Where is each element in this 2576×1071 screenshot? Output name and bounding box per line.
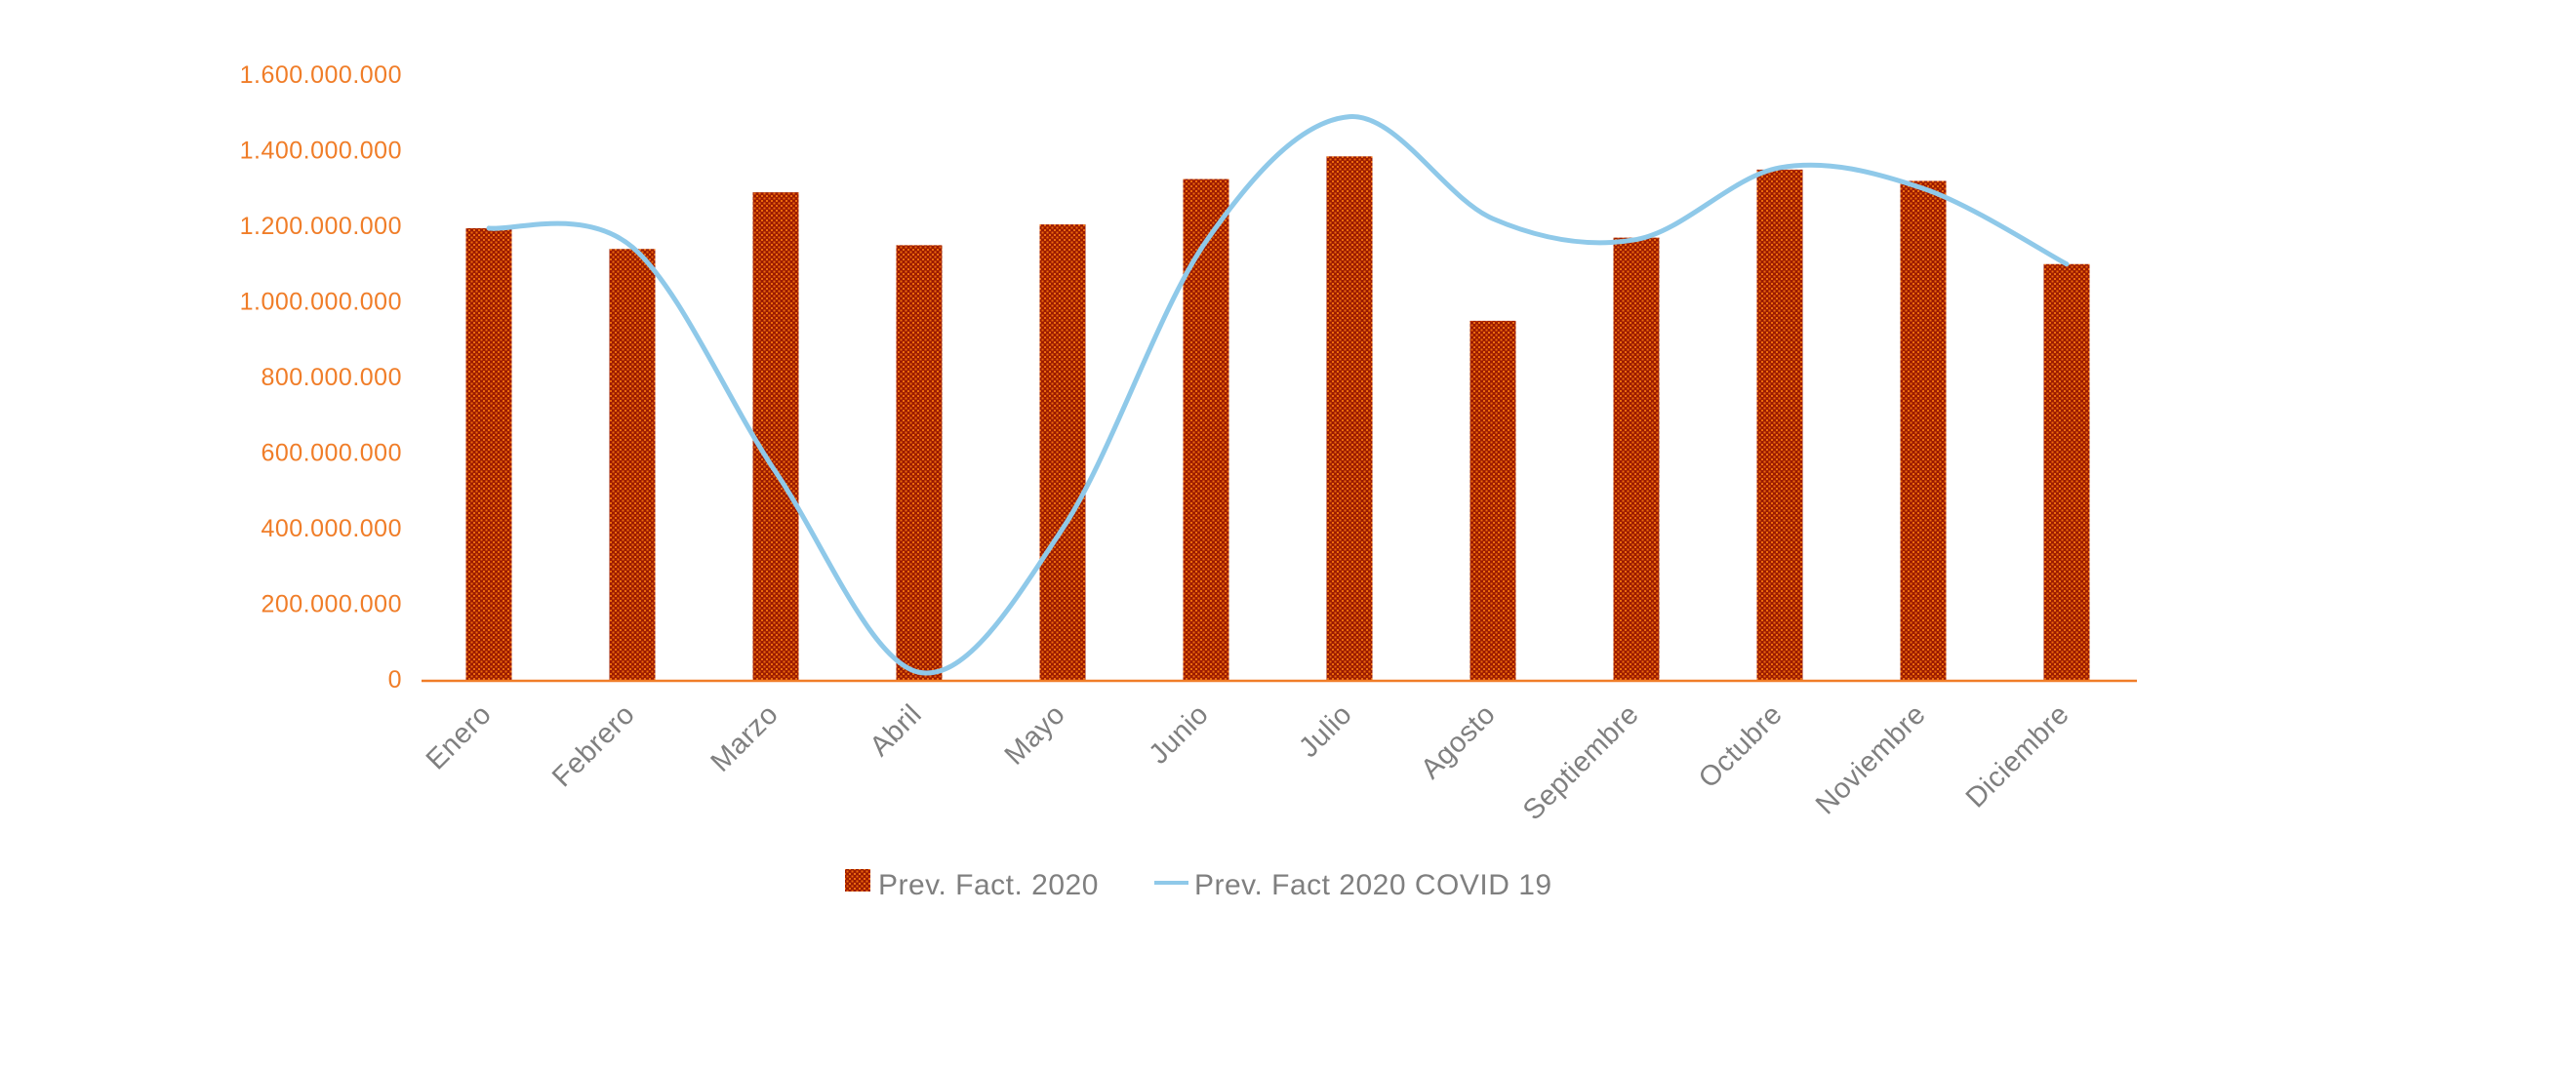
x-label-enero: Enero — [421, 698, 498, 775]
y-tick-label: 400.000.000 — [261, 515, 402, 542]
legend-bar-label[interactable]: Prev. Fact. 2020 — [878, 869, 1099, 901]
bar-septiembre[interactable] — [1613, 237, 1660, 681]
legend: Prev. Fact. 2020 Prev. Fact 2020 COVID 1… — [845, 869, 1552, 901]
x-label-julio: Julio — [1293, 698, 1358, 764]
x-label-febrero: Febrero — [546, 698, 641, 793]
bar-mayo[interactable] — [1039, 224, 1086, 681]
y-tick-label: 1.000.000.000 — [240, 289, 402, 316]
y-tick-label: 1.200.000.000 — [240, 213, 402, 240]
legend-line-label[interactable]: Prev. Fact 2020 COVID 19 — [1194, 869, 1552, 901]
bar-junio[interactable] — [1183, 178, 1229, 681]
bar-marzo[interactable] — [752, 192, 799, 681]
bar-abril[interactable] — [896, 245, 943, 681]
x-label-marzo: Marzo — [705, 698, 785, 777]
y-tick-label: 200.000.000 — [261, 591, 402, 618]
y-tick-label: 600.000.000 — [261, 440, 402, 467]
x-label-septiembre: Septiembre — [1517, 698, 1645, 826]
legend-bar-swatch[interactable] — [845, 869, 870, 892]
y-tick-label: 1.400.000.000 — [240, 138, 402, 165]
x-label-octubre: Octubre — [1693, 698, 1789, 794]
y-tick-label: 0 — [388, 666, 402, 694]
bar-julio[interactable] — [1326, 156, 1373, 681]
x-label-noviembre: Noviembre — [1810, 698, 1932, 820]
y-tick-label: 1.600.000.000 — [240, 61, 402, 89]
covid-line-series[interactable] — [486, 114, 2070, 676]
bar-agosto[interactable] — [1469, 320, 1516, 681]
x-label-junio: Junio — [1144, 698, 1215, 770]
x-label-diciembre: Diciembre — [1960, 698, 2075, 813]
x-label-agosto: Agosto — [1415, 698, 1502, 785]
y-tick-label: 800.000.000 — [261, 364, 402, 391]
bar-diciembre[interactable] — [2043, 263, 2090, 681]
x-label-mayo: Mayo — [999, 698, 1071, 771]
bar-enero[interactable] — [465, 227, 512, 681]
x-label-abril: Abril — [865, 698, 928, 762]
bar-febrero[interactable] — [609, 249, 656, 681]
bar-noviembre[interactable] — [1900, 180, 1947, 682]
y-axis-tick-labels: 0 200.000.000 400.000.000 600.000.000 800.00… — [240, 61, 402, 694]
bar-series — [465, 156, 2090, 682]
x-axis-category-labels: Enero Febrero Marzo Abril Mayo Junio Julio Agos… — [421, 698, 2075, 826]
bar-octubre[interactable] — [1756, 169, 1803, 681]
